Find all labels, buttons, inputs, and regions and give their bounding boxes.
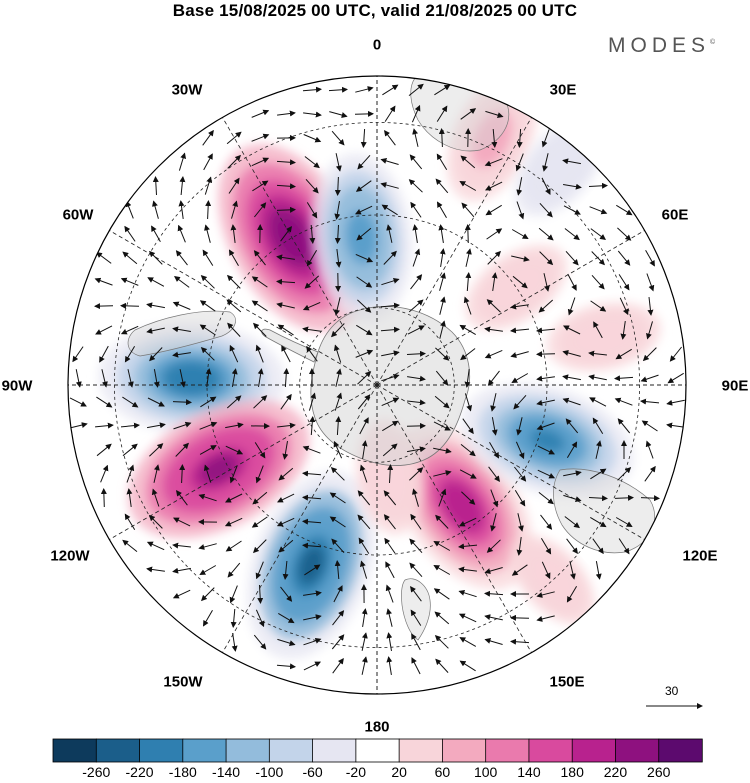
colorbar-swatch-4 <box>225 738 271 763</box>
colorbar-tick-label: -260 <box>82 764 111 780</box>
longitude-label-30w: 30W <box>171 81 203 99</box>
colorbar-tick-label: 180 <box>560 764 584 780</box>
colorbar-swatch-8 <box>398 738 444 763</box>
anomaly-center-4 <box>391 423 533 590</box>
modes-brand-logo: MODES© <box>608 34 715 58</box>
brand-copyright-mark: © <box>710 39 716 46</box>
longitude-label-60e: 60E <box>661 206 689 224</box>
colorbar-swatch-7 <box>355 738 400 763</box>
longitude-label-90w: 90W <box>1 377 33 395</box>
colorbar-tick-label: -60 <box>302 764 323 780</box>
continent-outlines <box>127 76 655 641</box>
longitude-label-90e: 90E <box>721 377 749 395</box>
wind-vectors <box>69 83 685 675</box>
colorbar-swatch-1 <box>95 738 141 763</box>
colorbar-tick-label: -20 <box>345 764 366 780</box>
anomaly-center-7 <box>446 76 538 202</box>
colorbar-swatch-12 <box>571 738 617 763</box>
longitude-label-60w: 60W <box>62 206 94 224</box>
new-zealand-landmass <box>401 578 431 641</box>
longitude-label-30e: 30E <box>549 81 577 99</box>
longitude-label-180: 180 <box>364 718 390 736</box>
colorbar-tick-label: 260 <box>647 764 671 780</box>
colorbar-swatch-10 <box>485 738 530 763</box>
chart-title: Base 15/08/2025 00 UTC, valid 21/08/2025… <box>172 1 578 20</box>
colorbar-tick-label: 220 <box>603 764 628 780</box>
colorbar-tick-label: 100 <box>473 764 498 780</box>
colorbar-swatch-9 <box>441 738 487 763</box>
colorbar-tick-label: -220 <box>125 764 154 780</box>
longitude-label-150e: 150E <box>549 673 585 691</box>
colorbar-swatch-0 <box>52 738 97 763</box>
colorbar-tick-label: 60 <box>434 764 451 780</box>
colorbar-swatch-3 <box>182 738 227 763</box>
colorbar-swatch-14 <box>658 738 703 763</box>
colorbar <box>52 738 703 763</box>
colorbar-swatch-2 <box>139 738 184 763</box>
colorbar-tick-label: -100 <box>255 764 284 780</box>
colorbar-tick-label: 20 <box>391 764 407 780</box>
colorbar-swatch-13 <box>615 738 660 763</box>
map-boundary <box>67 75 687 695</box>
anomaly-center-9 <box>546 301 662 372</box>
anomaly-center-12 <box>510 535 596 626</box>
south-america-landmass <box>127 310 236 357</box>
longitude-label-150w: 150W <box>163 673 203 691</box>
longitude-label-120w: 120W <box>50 547 90 565</box>
anomaly-center-2 <box>128 399 310 539</box>
colorbar-tick-label: -180 <box>168 764 197 780</box>
longitude-label-120e: 120E <box>682 547 718 565</box>
lat-lon-grid <box>68 76 686 694</box>
colorbar-swatch-6 <box>312 738 357 763</box>
colorbar-swatch-11 <box>528 738 573 763</box>
antarctic-peninsula <box>261 328 319 363</box>
reference-vector-label: 30 <box>665 684 679 698</box>
colorbar-tick-label: -140 <box>212 764 241 780</box>
brand-text: MODES <box>608 34 711 57</box>
longitude-label-0: 0 <box>372 36 382 54</box>
colorbar-swatch-5 <box>268 738 314 763</box>
colorbar-tick-label: 140 <box>517 764 541 780</box>
